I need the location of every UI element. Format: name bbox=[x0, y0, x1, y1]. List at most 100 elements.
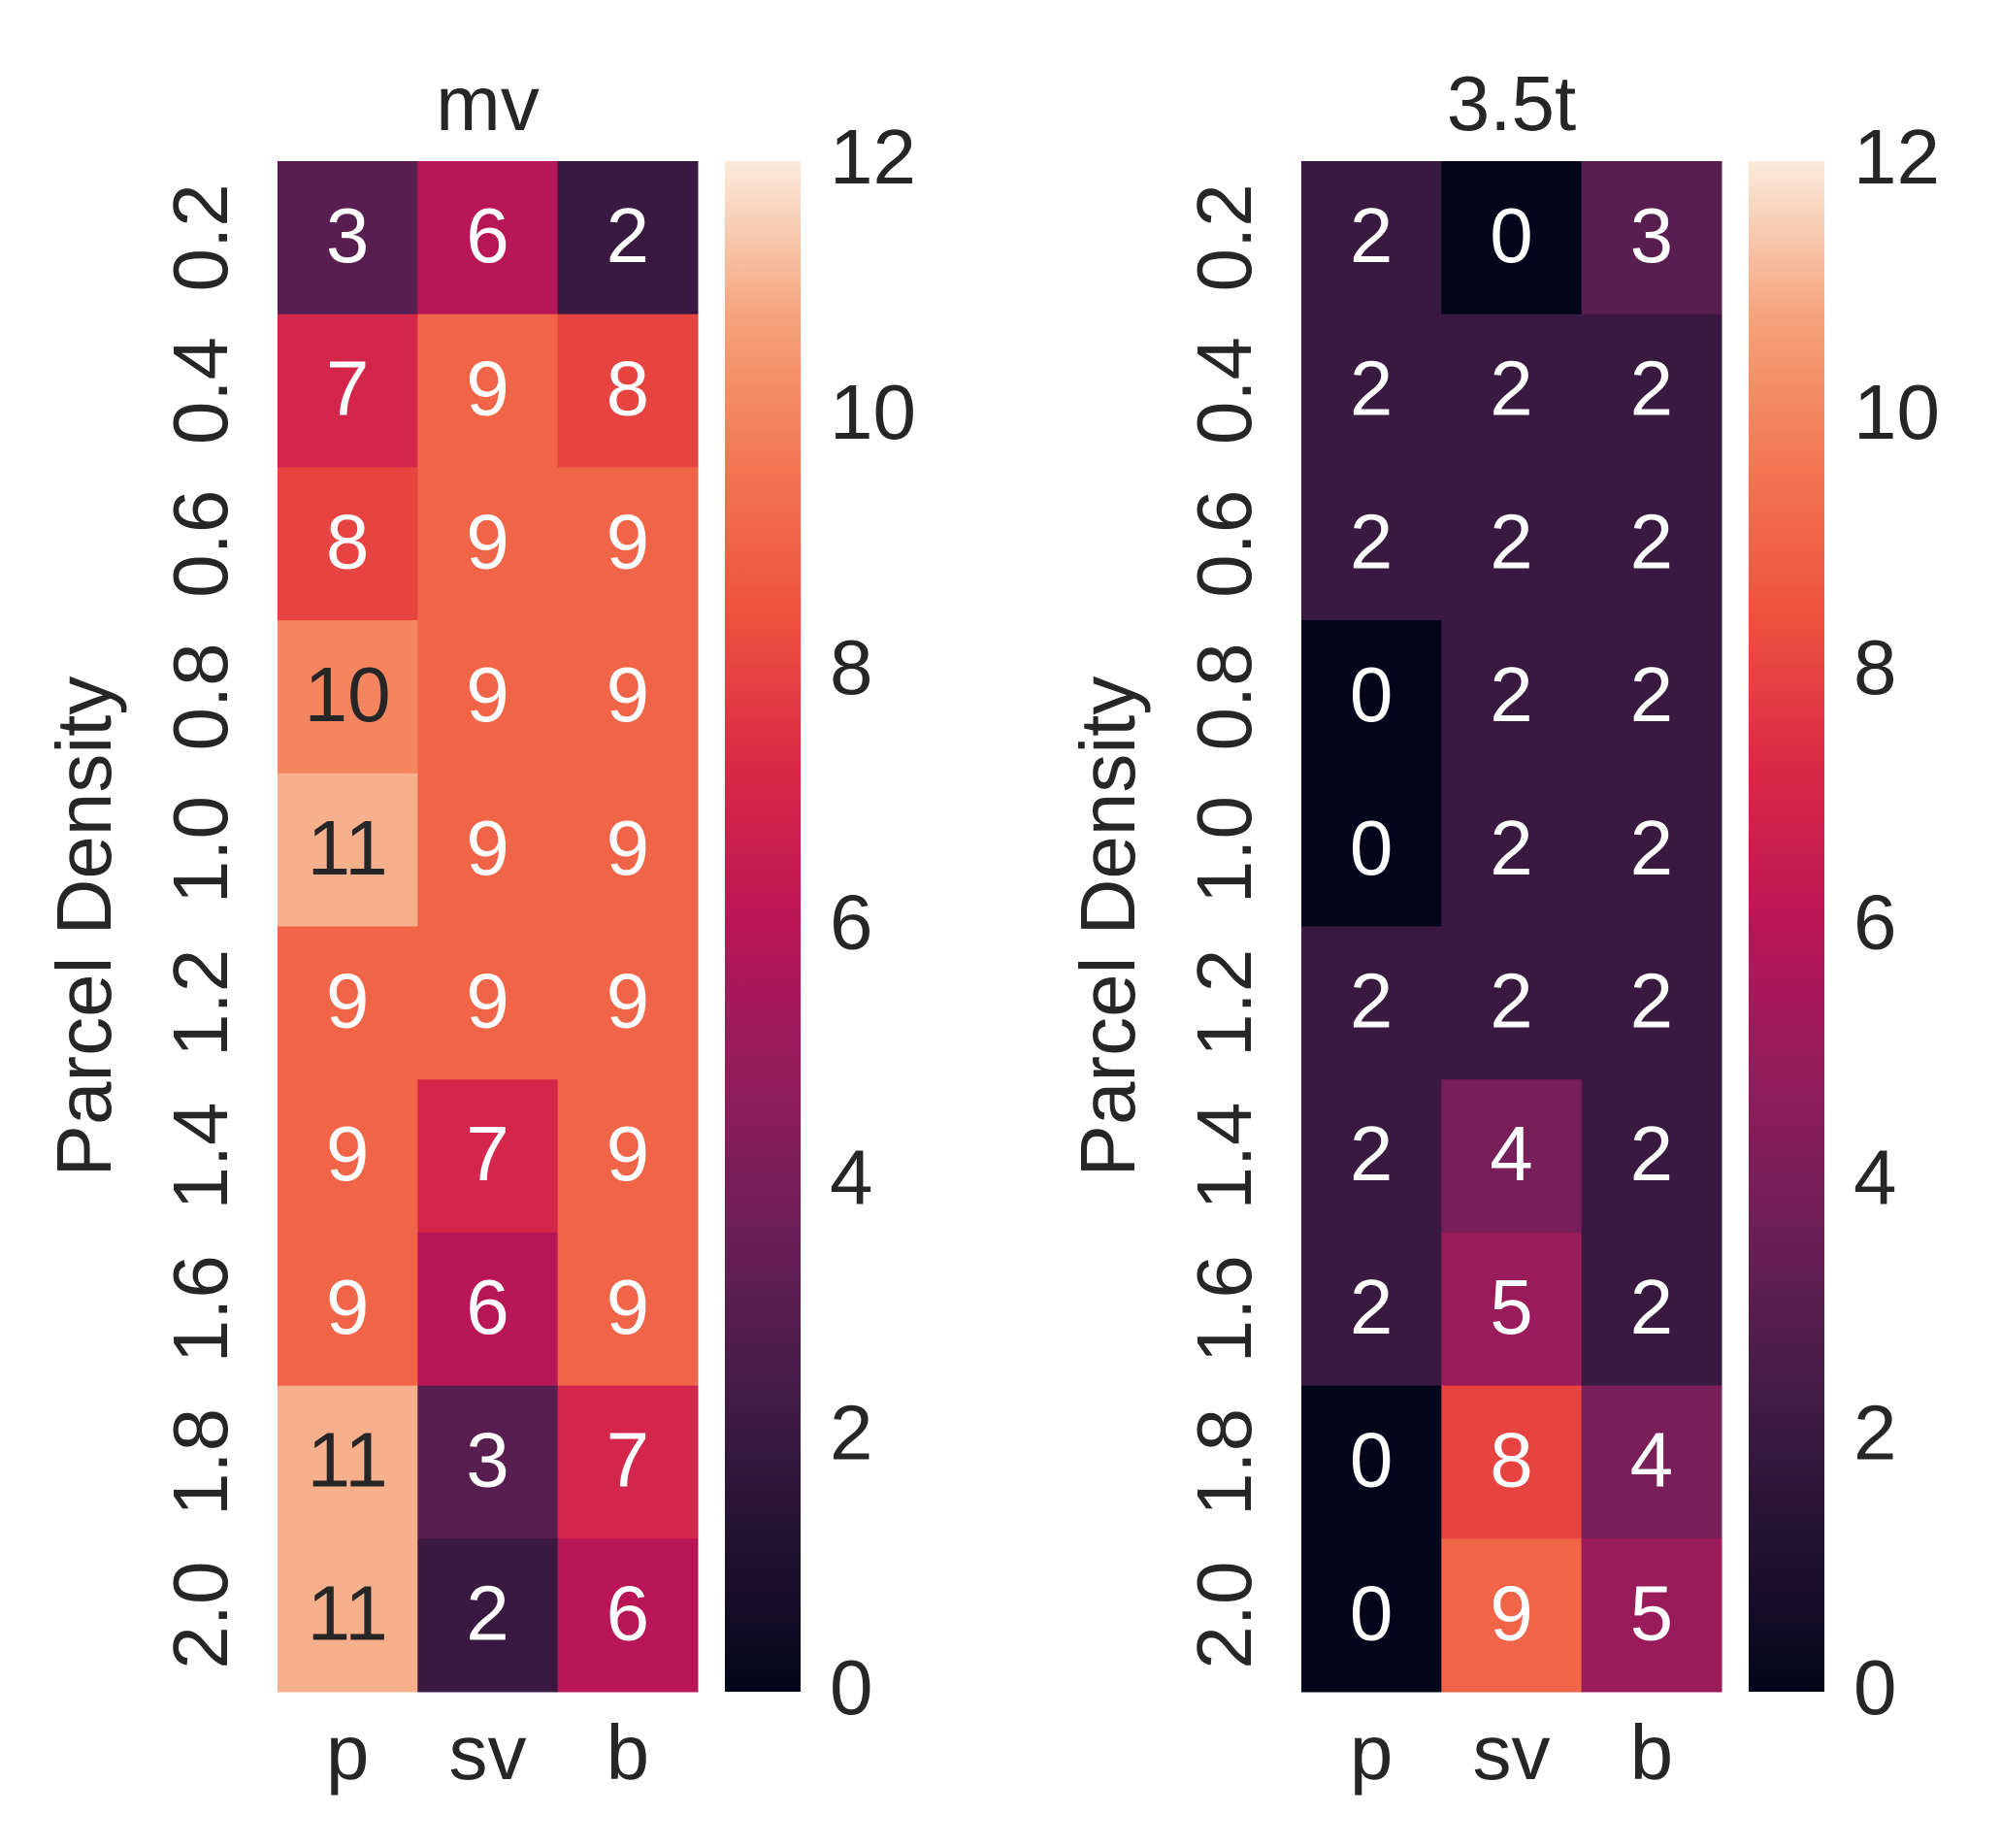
heatmap-cell bbox=[1581, 1385, 1722, 1539]
cell-label: 3 bbox=[466, 1417, 509, 1503]
heatmap-cell bbox=[417, 926, 559, 1080]
heatmap-cell bbox=[417, 1079, 559, 1234]
y-tick-label: 0.6 bbox=[1181, 490, 1267, 598]
y-tick-label: 0.8 bbox=[157, 643, 244, 750]
heatmap-cell bbox=[278, 620, 418, 775]
heatmap-cell bbox=[1581, 773, 1722, 927]
heatmap-cell bbox=[1301, 926, 1442, 1080]
heatmap-cell bbox=[557, 467, 699, 621]
y-tick-label: 1.2 bbox=[1181, 949, 1267, 1057]
cell-label: 7 bbox=[466, 1110, 509, 1197]
cell-label: 2 bbox=[1490, 651, 1533, 738]
cell-label: 9 bbox=[607, 498, 650, 584]
heatmap-cell bbox=[1301, 620, 1442, 775]
heatmap-cell bbox=[1441, 1385, 1583, 1539]
cell-label: 2 bbox=[1630, 498, 1674, 584]
y-tick-label: 0.8 bbox=[1181, 643, 1267, 750]
heatmap-cell bbox=[278, 1385, 418, 1539]
heatmap-cell bbox=[557, 773, 699, 927]
y-tick-label: 1.6 bbox=[1181, 1255, 1267, 1363]
heatmap-cell bbox=[417, 161, 559, 315]
y-tick-label: 1.6 bbox=[157, 1255, 244, 1363]
chart-title: 3.5t bbox=[1447, 60, 1576, 147]
heatmap-cell bbox=[278, 1538, 418, 1693]
heatmap-cell bbox=[1301, 467, 1442, 621]
cell-label: 9 bbox=[607, 651, 650, 738]
cell-label: 2 bbox=[1630, 957, 1674, 1043]
cell-label: 2 bbox=[1490, 498, 1533, 584]
cell-label: 9 bbox=[326, 1264, 370, 1350]
heatmap-cell bbox=[557, 1385, 699, 1539]
heatmap-cell bbox=[417, 1538, 559, 1693]
cell-label: 10 bbox=[305, 651, 391, 738]
colorbar-tick-label: 2 bbox=[1853, 1389, 1897, 1475]
cell-label: 2 bbox=[1630, 1110, 1674, 1197]
heatmap-cell bbox=[1301, 1538, 1442, 1693]
heatmap-cell bbox=[557, 161, 699, 315]
heatmap-cell bbox=[1581, 926, 1722, 1080]
y-tick-label: 1.2 bbox=[157, 949, 244, 1057]
cell-label: 9 bbox=[466, 346, 509, 432]
heatmap-cell bbox=[1441, 773, 1583, 927]
x-tick-label: sv bbox=[449, 1709, 527, 1796]
y-tick-label: 1.4 bbox=[1181, 1102, 1267, 1209]
cell-label: 0 bbox=[1490, 192, 1533, 279]
cell-label: 9 bbox=[466, 805, 509, 891]
heatmap-cell bbox=[1441, 1079, 1583, 1234]
cell-label: 5 bbox=[1630, 1569, 1674, 1656]
cell-label: 2 bbox=[1490, 346, 1533, 432]
heatmap-cell bbox=[417, 773, 559, 927]
cell-label: 2 bbox=[1350, 498, 1394, 584]
cell-label: 11 bbox=[308, 805, 388, 891]
heatmap-cell bbox=[1301, 1232, 1442, 1387]
cell-label: 2 bbox=[1350, 1264, 1394, 1350]
cell-label: 2 bbox=[1350, 1110, 1394, 1197]
heatmap-cell bbox=[278, 1079, 418, 1234]
heatmap-cell bbox=[278, 314, 418, 468]
cell-label: 2 bbox=[1630, 651, 1674, 738]
cell-label: 0 bbox=[1350, 1417, 1394, 1503]
heatmap-cell bbox=[417, 314, 559, 468]
cell-label: 9 bbox=[326, 957, 370, 1043]
heatmap-cell bbox=[1441, 314, 1583, 468]
chart-title: mv bbox=[436, 60, 540, 147]
heatmap-cell bbox=[1581, 467, 1722, 621]
cell-label: 9 bbox=[607, 957, 650, 1043]
y-tick-label: 1.8 bbox=[1181, 1408, 1267, 1516]
y-tick-label: 1.4 bbox=[157, 1102, 244, 1209]
heatmap-cell bbox=[278, 161, 418, 315]
cell-label: 11 bbox=[308, 1569, 388, 1656]
colorbar-tick-label: 8 bbox=[1853, 624, 1897, 710]
colorbar bbox=[1749, 161, 1824, 1692]
cell-label: 9 bbox=[607, 805, 650, 891]
cell-label: 9 bbox=[607, 1264, 650, 1350]
cell-label: 6 bbox=[466, 1264, 509, 1350]
heatmap-cell bbox=[1581, 161, 1722, 315]
colorbar-tick-label: 6 bbox=[1853, 879, 1897, 966]
y-tick-label: 1.0 bbox=[1181, 796, 1267, 904]
cell-label: 2 bbox=[466, 1569, 509, 1656]
heatmap-cell bbox=[1301, 314, 1442, 468]
heatmap-cell bbox=[557, 1232, 699, 1387]
cell-label: 2 bbox=[1350, 192, 1394, 279]
cell-label: 2 bbox=[1490, 957, 1533, 1043]
cell-label: 2 bbox=[1350, 346, 1394, 432]
cell-label: 2 bbox=[1630, 346, 1674, 432]
colorbar-tick-label: 12 bbox=[1853, 114, 1940, 200]
y-tick-label: 0.6 bbox=[157, 490, 244, 598]
cell-label: 9 bbox=[326, 1110, 370, 1197]
heatmap-cell bbox=[417, 1232, 559, 1387]
heatmap-cell bbox=[417, 1385, 559, 1539]
cell-label: 0 bbox=[1350, 651, 1394, 738]
heatmap-cell bbox=[557, 620, 699, 775]
heatmap-cell bbox=[278, 773, 418, 927]
colorbar-tick-label: 10 bbox=[1853, 369, 1940, 455]
x-tick-label: sv bbox=[1473, 1709, 1551, 1796]
colorbar-tick-label: 8 bbox=[830, 624, 873, 710]
y-tick-label: 2.0 bbox=[1181, 1562, 1267, 1669]
y-axis-label: Parcel Density bbox=[41, 676, 127, 1177]
heatmap-cell bbox=[557, 1538, 699, 1693]
cell-label: 6 bbox=[466, 192, 509, 279]
cell-label: 7 bbox=[607, 1417, 650, 1503]
